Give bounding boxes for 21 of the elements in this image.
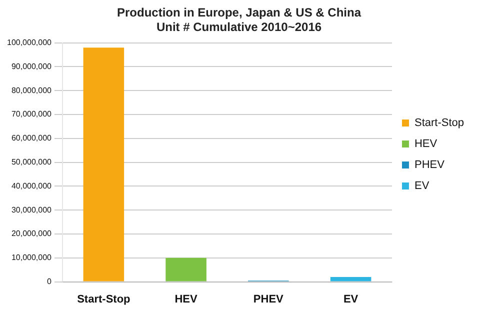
x-tick-label: HEV	[174, 293, 198, 306]
y-tick-label: 30,000,000	[11, 205, 52, 214]
y-tick-label: 20,000,000	[11, 229, 52, 238]
y-tick-label: 10,000,000	[11, 253, 52, 262]
legend-label: HEV	[414, 138, 438, 150]
legend-label: EV	[414, 180, 430, 192]
legend-label: PHEV	[414, 159, 446, 172]
y-tick-label: 80,000,000	[11, 86, 52, 95]
y-tick-label: 70,000,000	[11, 110, 52, 119]
y-tick-label: 90,000,000	[11, 62, 52, 71]
y-tick-label: 0	[47, 277, 52, 286]
x-tick-label: PHEV	[253, 293, 284, 306]
chart-subtitle: Unit # Cumulative 2010~2016	[156, 20, 322, 34]
y-tick-label: 100,000,000	[6, 38, 52, 48]
y-tick-label: 60,000,000	[11, 134, 52, 143]
y-tick-label: 40,000,000	[11, 181, 52, 190]
legend-label: Start-Stop	[414, 117, 464, 130]
x-tick-label: Start-Stop	[77, 293, 131, 306]
chart-title: Production in Europe, Japan & US & China	[116, 6, 362, 20]
y-tick-label: 50,000,000	[11, 158, 52, 167]
x-tick-label: EV	[343, 293, 359, 306]
